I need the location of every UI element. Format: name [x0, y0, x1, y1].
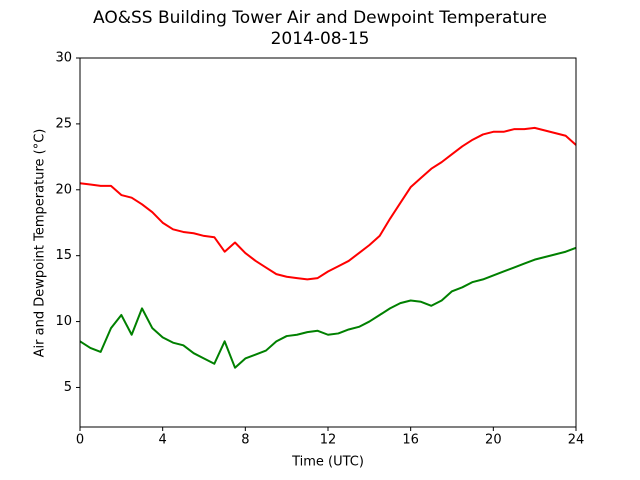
x-tick-label: 4 [159, 433, 167, 448]
x-tick-label: 20 [485, 433, 502, 448]
x-tick-label: 8 [241, 433, 249, 448]
y-tick-label: 10 [55, 314, 72, 329]
plot-frame [79, 57, 577, 428]
y-tick-label: 5 [64, 380, 72, 395]
y-tick-label: 15 [55, 248, 72, 263]
x-tick-label: 0 [76, 433, 84, 448]
chart-subtitle: 2014-08-15 [271, 29, 370, 49]
data-line [79, 246, 577, 369]
y-tick-label: 25 [55, 116, 72, 131]
x-tick-label: 12 [320, 433, 337, 448]
chart-title: AO&SS Building Tower Air and Dewpoint Te… [93, 8, 547, 28]
y-tick-label: 30 [55, 51, 72, 66]
data-line [79, 126, 577, 281]
y-axis-label: Air and Dewpoint Temperature (°C) [33, 129, 48, 358]
x-tick-label: 24 [568, 433, 585, 448]
x-axis-label: Time (UTC) [291, 455, 364, 470]
x-tick-label: 16 [402, 433, 419, 448]
y-tick-label: 20 [55, 182, 72, 197]
